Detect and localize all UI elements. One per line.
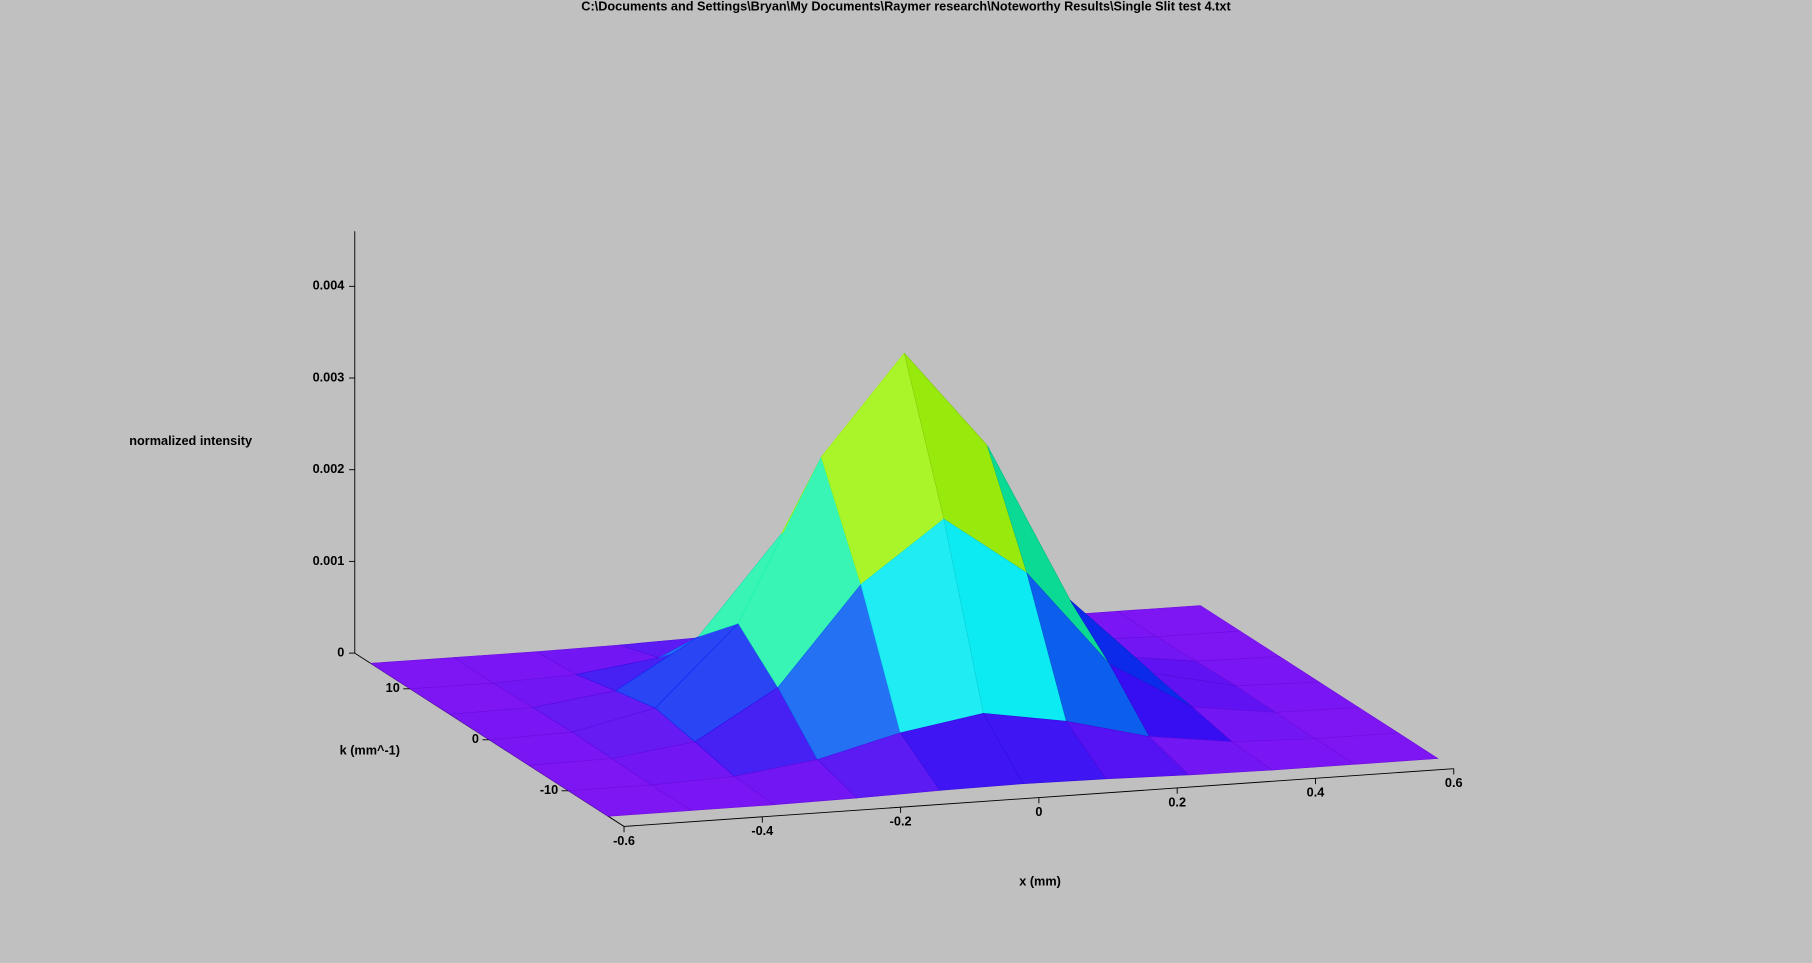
y-tick-label: 10 xyxy=(386,680,400,695)
y-axis-label: k (mm^-1) xyxy=(340,743,400,758)
z-tick-label: 0.002 xyxy=(313,461,345,476)
z-tick-label: 0.001 xyxy=(313,553,345,568)
x-tick-label: -0.2 xyxy=(890,814,912,829)
x-tick-label: 0.6 xyxy=(1445,775,1463,790)
x-axis-label: x (mm) xyxy=(1019,873,1061,888)
z-tick-label: 0 xyxy=(337,644,344,659)
x-tick-label: -0.4 xyxy=(751,823,773,838)
x-tick-label: 0.2 xyxy=(1168,794,1186,809)
y-tick-label: 0 xyxy=(472,731,479,746)
surface-patch xyxy=(1314,732,1439,765)
x-tick-label: 0.4 xyxy=(1307,785,1325,800)
chart-title: C:\Documents and Settings\Bryan\My Docum… xyxy=(581,0,1231,13)
z-axis-label: normalized intensity xyxy=(129,433,252,448)
z-tick-label: 0.003 xyxy=(313,369,345,384)
z-tick-label: 0.004 xyxy=(313,278,345,293)
y-tick-label: -10 xyxy=(540,782,558,797)
x-tick-label: -0.6 xyxy=(613,833,635,848)
x-tick-label: 0 xyxy=(1035,804,1042,819)
